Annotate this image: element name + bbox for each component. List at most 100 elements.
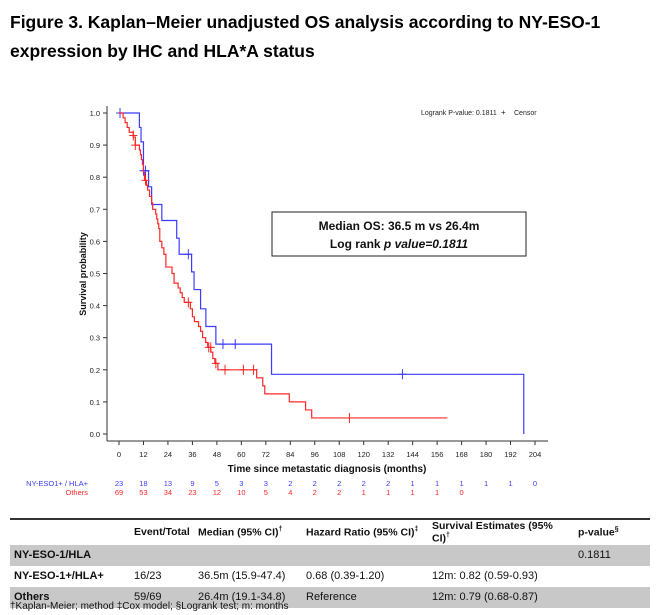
y-tick-label: 0.0	[90, 430, 100, 439]
at-risk-count: 1	[362, 488, 366, 497]
cell: NY-ESO-1+/HLA+	[14, 570, 104, 582]
at-risk-count: 3	[264, 479, 268, 488]
x-tick-label: 192	[504, 450, 517, 459]
x-tick-label: 108	[333, 450, 346, 459]
y-tick-label: 0.9	[90, 141, 100, 150]
at-risk-label: Others	[65, 488, 88, 497]
at-risk-count: 2	[362, 479, 366, 488]
cell	[302, 544, 428, 566]
at-risk-count: 3	[239, 479, 243, 488]
at-risk-count: 4	[288, 488, 292, 497]
cell	[194, 544, 302, 566]
header-text: Survival Estimates (95% CI)	[432, 520, 553, 545]
x-tick-label: 144	[406, 450, 419, 459]
header-event-total: Event/Total	[130, 519, 194, 545]
at-risk-count: 0	[460, 488, 464, 497]
censor-mark	[345, 412, 354, 423]
cell: Reference	[302, 586, 428, 608]
cell	[574, 586, 650, 608]
at-risk-count: 34	[164, 488, 172, 497]
censor-mark	[206, 342, 215, 353]
legend-censor-symbol: +	[501, 108, 506, 117]
at-risk-count: 13	[164, 479, 172, 488]
censor-mark	[141, 165, 150, 176]
censor-mark	[141, 175, 150, 186]
x-tick-label: 156	[431, 450, 444, 459]
y-tick-label: 1.0	[90, 109, 100, 118]
at-risk-count: 1	[411, 479, 415, 488]
x-tick-label: 96	[311, 450, 319, 459]
at-risk-count: 2	[337, 488, 341, 497]
x-tick-label: 12	[139, 450, 147, 459]
y-tick-label: 0.5	[90, 270, 100, 279]
at-risk-count: 2	[337, 479, 341, 488]
header-median: Median (95% CI)†	[194, 519, 302, 545]
table-footnote: †Kaplan-Meier; method ‡Cox model; §Logra…	[10, 601, 289, 612]
cell: NY-ESO-1/HLA	[10, 544, 130, 566]
at-risk-count: 2	[313, 488, 317, 497]
y-tick-label: 0.2	[90, 366, 100, 375]
at-risk-count: 1	[508, 479, 512, 488]
y-tick-label: 0.7	[90, 205, 100, 214]
header-text: Median (95% CI)	[198, 526, 279, 539]
cell: 0.68 (0.39-1.20)	[306, 570, 385, 582]
header-hazard-ratio: Hazard Ratio (95% CI)‡	[302, 519, 428, 545]
annotation-logrank: Log rank p value=0.1811	[330, 237, 469, 251]
cell: Others	[10, 586, 130, 608]
at-risk-count: 5	[264, 488, 268, 497]
at-risk-label: NY-ESO1+ / HLA+	[26, 479, 88, 488]
annotation-logrank-prefix: Log rank	[330, 237, 384, 251]
y-axis-label: Survival probability	[78, 232, 88, 316]
header-text: p-value	[578, 526, 615, 539]
annotation-median: Median OS: 36.5 m vs 26.4m	[319, 219, 480, 233]
censor-mark	[221, 364, 230, 375]
y-tick-label: 0.6	[90, 237, 100, 246]
cell: 36.5m (15.9-47.4)	[198, 570, 286, 582]
header-survival: Survival Estimates (95% CI)†	[428, 519, 574, 545]
x-tick-label: 24	[164, 450, 172, 459]
table-row: NY-ESO-1/HLA 0.1811	[10, 544, 650, 566]
header-sup: ‡	[414, 526, 419, 533]
y-tick-label: 0.3	[90, 334, 100, 343]
cell: 12m: 0.79 (0.68-0.87)	[428, 586, 574, 608]
header-pvalue: p-value§	[574, 519, 650, 545]
x-tick-label: 60	[237, 450, 245, 459]
x-tick-label: 72	[262, 450, 270, 459]
censor-mark	[131, 140, 140, 151]
x-tick-label: 180	[480, 450, 493, 459]
at-risk-count: 12	[213, 488, 221, 497]
x-tick-label: 0	[117, 450, 121, 459]
figure-title: Figure 3. Kaplan–Meier unadjusted OS ana…	[10, 12, 601, 61]
censor-mark	[129, 130, 138, 141]
at-risk-count: 1	[435, 479, 439, 488]
x-tick-label: 168	[455, 450, 468, 459]
censor-mark	[249, 364, 258, 375]
y-tick-label: 0.4	[90, 302, 100, 311]
at-risk-count: 2	[386, 479, 390, 488]
legend-censor-label: Censor	[514, 110, 537, 117]
censor-mark	[211, 358, 220, 369]
censor-mark	[184, 297, 193, 308]
header-sup: §	[614, 526, 619, 533]
censor-mark	[219, 339, 227, 350]
survival-curve-0	[119, 112, 525, 434]
at-risk-count: 1	[435, 488, 439, 497]
cell: 59/69	[130, 586, 194, 608]
cell: 0.1811	[574, 544, 650, 566]
survival-curve-1	[119, 112, 448, 419]
legend-pvalue: Logrank P-value: 0.1811	[421, 110, 497, 117]
at-risk-count: 0	[533, 479, 537, 488]
cell	[130, 544, 194, 566]
at-risk-count: 23	[115, 479, 123, 488]
x-tick-label: 204	[529, 450, 542, 459]
at-risk-count: 2	[288, 479, 292, 488]
at-risk-count: 18	[139, 479, 147, 488]
cell: 26.4m (19.1-34.8)	[194, 586, 302, 608]
x-tick-label: 132	[382, 450, 395, 459]
header-sup: †	[278, 526, 283, 533]
x-tick-label: 120	[357, 450, 370, 459]
at-risk-count: 9	[190, 479, 194, 488]
stats-table: Event/Total Median (95% CI)† Hazard Rati…	[10, 518, 650, 608]
x-tick-label: 48	[213, 450, 221, 459]
header-sup: †	[446, 532, 450, 539]
